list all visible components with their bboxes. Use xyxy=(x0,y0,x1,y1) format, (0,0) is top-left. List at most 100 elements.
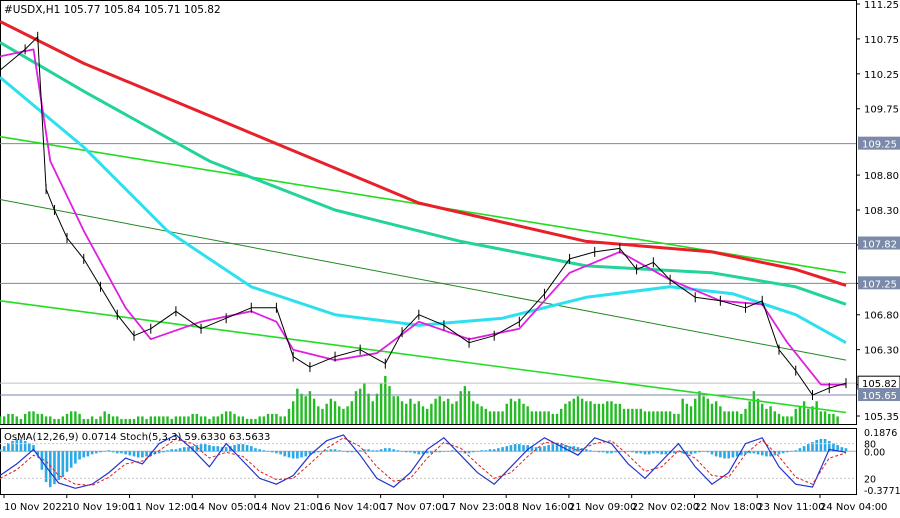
price-level-label: 109.25 xyxy=(862,140,897,151)
osma-histogram-bar xyxy=(69,451,73,468)
osma-histogram-bar xyxy=(300,451,303,458)
osma-histogram-bar xyxy=(706,451,710,453)
volume-bar xyxy=(187,416,190,424)
osma-histogram-bar xyxy=(233,445,236,452)
time-tick-label: 24 Nov 04:00 xyxy=(820,502,887,513)
osma-histogram-bar xyxy=(141,451,144,458)
volume-bar xyxy=(451,403,454,424)
price-tick-label: 106.80 xyxy=(864,311,899,322)
chart-symbol-header: #USDX,H1 105.77 105.84 105.71 105.82 xyxy=(4,4,221,16)
volume-bar xyxy=(329,398,333,424)
volume-bar xyxy=(740,413,743,424)
osma-histogram-bar xyxy=(258,449,261,452)
volume-bar xyxy=(36,413,39,424)
osma-histogram-bar xyxy=(530,446,534,452)
volume-bar xyxy=(40,413,44,424)
volume-bar xyxy=(11,413,14,424)
osma-histogram-bar xyxy=(0,449,2,452)
volume-bar xyxy=(233,413,236,424)
oscillator-tick-label: 0.1876 xyxy=(864,428,897,439)
osma-histogram-bar xyxy=(404,451,408,453)
volume-bar xyxy=(786,416,789,424)
volume-bar xyxy=(350,401,354,424)
volume-bar xyxy=(90,416,94,424)
volume-bar xyxy=(157,416,161,424)
price-level-tag xyxy=(858,388,900,402)
volume-bar xyxy=(224,411,228,424)
osma-histogram-bar xyxy=(786,451,789,453)
volume-bar xyxy=(333,401,337,424)
volume-bar xyxy=(346,406,349,424)
volume-bar xyxy=(149,416,152,424)
osma-histogram-bar xyxy=(367,449,370,452)
time-tick-label: 21 Nov 09:00 xyxy=(569,502,636,513)
osma-histogram-bar xyxy=(329,449,333,452)
volume-bar xyxy=(317,406,320,424)
osma-histogram-bar xyxy=(467,451,471,454)
volume-bar xyxy=(823,411,827,424)
moving-average-line xyxy=(0,48,846,386)
osma-histogram-bar xyxy=(760,451,764,456)
osma-histogram-bar xyxy=(513,444,517,452)
osma-histogram-bar xyxy=(266,451,270,452)
volume-bar xyxy=(23,413,27,424)
moving-average-line xyxy=(0,76,847,345)
volume-bar xyxy=(585,401,588,424)
volume-bar xyxy=(15,416,18,424)
volume-bar xyxy=(384,376,387,424)
oscillator-tick-label: 0.00 xyxy=(864,447,885,458)
osma-histogram-bar xyxy=(270,451,274,453)
volume-bar xyxy=(86,418,90,424)
osma-histogram-bar xyxy=(107,450,111,452)
volume-bar xyxy=(434,398,437,424)
volume-bar xyxy=(208,418,211,424)
osma-histogram-bar xyxy=(363,449,366,452)
volume-bar xyxy=(689,406,693,424)
osma-histogram-bar xyxy=(425,451,429,454)
volume-bar xyxy=(120,418,123,424)
volume-bar xyxy=(647,411,651,424)
price-tick-label: 111.25 xyxy=(864,0,899,11)
osma-histogram-bar xyxy=(333,449,337,452)
volume-bar xyxy=(212,416,215,424)
price-tick-label: 110.25 xyxy=(864,70,899,81)
time-tick-label: 22 Nov 02:00 xyxy=(632,502,699,513)
grid-layer xyxy=(0,0,857,495)
osma-histogram-bar xyxy=(518,444,521,452)
volume-bar xyxy=(358,388,362,424)
volume-bar xyxy=(266,413,270,424)
osma-histogram-bar xyxy=(618,451,622,453)
osma-histogram-bar xyxy=(388,448,391,452)
volume-bar xyxy=(706,398,709,424)
osma-histogram-bar xyxy=(350,451,354,453)
price-panel-frame xyxy=(0,0,857,425)
volume-bar xyxy=(761,403,764,424)
price-level-label: 107.25 xyxy=(862,279,897,290)
osma-histogram-bar xyxy=(95,451,98,454)
volume-bar xyxy=(250,418,253,424)
volume-bar xyxy=(107,413,111,424)
osma-histogram-bar xyxy=(346,451,349,453)
volume-bar xyxy=(576,396,580,424)
osma-histogram-bar xyxy=(86,451,90,457)
volume-bar xyxy=(216,416,219,424)
osma-histogram-bar xyxy=(2,446,6,452)
volume-bar xyxy=(673,413,676,424)
osma-histogram-bar xyxy=(580,448,584,452)
osma-histogram-bar xyxy=(342,451,345,452)
osma-histogram-bar xyxy=(178,448,182,452)
osma-histogram-bar xyxy=(136,451,140,458)
volume-bar xyxy=(304,396,307,424)
volume-bar xyxy=(472,401,475,424)
volume-bar xyxy=(819,411,823,424)
volume-bar xyxy=(480,406,483,424)
volume-bar xyxy=(283,416,286,424)
volume-bar xyxy=(601,403,605,424)
osma-histogram-bar xyxy=(275,451,278,454)
volume-bar xyxy=(220,413,224,424)
osma-histogram-bar xyxy=(832,443,835,452)
volume-bar xyxy=(534,411,538,424)
osma-histogram-bar xyxy=(543,446,546,452)
osma-histogram-bar xyxy=(689,451,693,455)
time-tick-label: 10 Nov 19:00 xyxy=(67,502,134,513)
